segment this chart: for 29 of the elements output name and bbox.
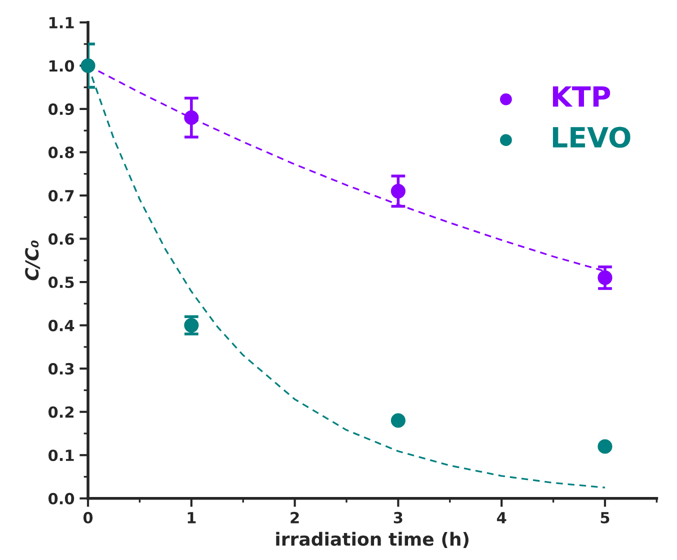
point [598, 439, 612, 454]
y-tick-label: 0.7 [48, 190, 74, 202]
point [598, 270, 612, 285]
y-tick-label: 0.5 [48, 276, 74, 288]
x-tick-label: 5 [600, 512, 610, 524]
legend-label: KTP [552, 86, 610, 107]
y-tick-label: 1.1 [49, 17, 74, 28]
y-tick-label: 0.6 [48, 233, 74, 245]
y-tick-label: 0.2 [48, 406, 74, 418]
y-tick-label: 0.8 [48, 146, 74, 158]
y-tick-label: 0.3 [48, 363, 74, 375]
y-axis-title: C/C₀ [25, 240, 40, 280]
point [80, 58, 96, 73]
y-tick-label: 0.0 [48, 492, 74, 504]
x-tick-label: 0 [83, 512, 93, 524]
point [390, 413, 406, 428]
x-tick-label: 1 [188, 512, 196, 524]
y-tick-label: 0.4 [48, 320, 74, 332]
point [390, 184, 406, 198]
y-tick-label: 0.9 [48, 103, 74, 115]
point [184, 318, 199, 333]
x-tick-label: 3 [394, 512, 402, 524]
x-tick-label: 2 [290, 512, 299, 524]
y-tick-label: 0.1 [48, 450, 74, 462]
point [184, 110, 199, 125]
y-tick-label: 1.0 [49, 60, 74, 72]
legend-label: LEVO [552, 126, 630, 148]
x-axis-title: irradiation time (h) [276, 532, 468, 548]
x-tick-label: 4 [496, 512, 506, 524]
